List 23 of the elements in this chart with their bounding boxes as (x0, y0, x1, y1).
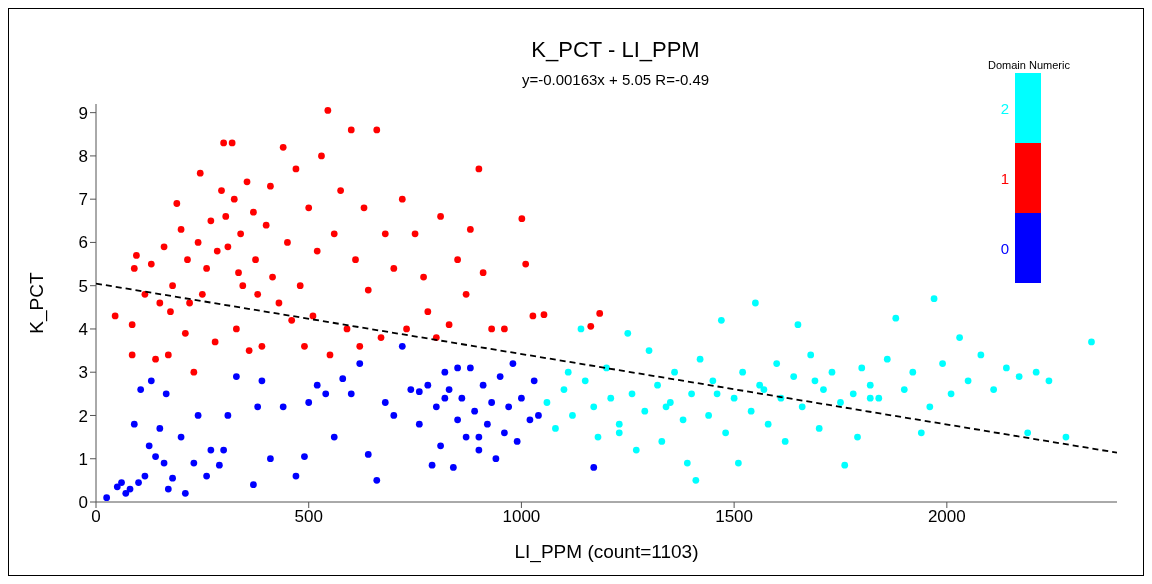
text: 1 (999, 169, 1010, 187)
y-tick-label: 6 (78, 233, 88, 253)
x-tick-label: 1500 (715, 507, 754, 527)
x-tick-label: 500 (294, 507, 323, 527)
x-axis-title: LI_PPM (count=1103) (514, 541, 699, 563)
chart-subtitle: y=-0.00163x + 5.05 R=-0.49 (520, 71, 711, 88)
legend-title: Domain Numeric (987, 59, 1071, 71)
y-tick-label: 5 (78, 276, 88, 296)
x-tick-label: 2000 (927, 507, 966, 527)
y-tick-label: 4 (78, 319, 88, 339)
y-tick-label: 2 (78, 406, 88, 426)
y-tick-label: 3 (78, 363, 88, 383)
y-axis-title: K_PCT (25, 271, 48, 334)
y-tick-label: 8 (78, 146, 88, 166)
x-tick-label: 0 (91, 507, 101, 527)
y-tick-label: 7 (78, 190, 88, 210)
y-tick-label: 9 (78, 103, 88, 123)
y-tick-label: 0 (78, 493, 88, 513)
chart-title: K_PCT - LI_PPM (531, 37, 700, 62)
y-tick-label: 1 (78, 449, 88, 469)
x-tick-label: 1000 (502, 507, 541, 527)
text: 0 (999, 239, 1010, 257)
text: 2 (999, 99, 1010, 117)
